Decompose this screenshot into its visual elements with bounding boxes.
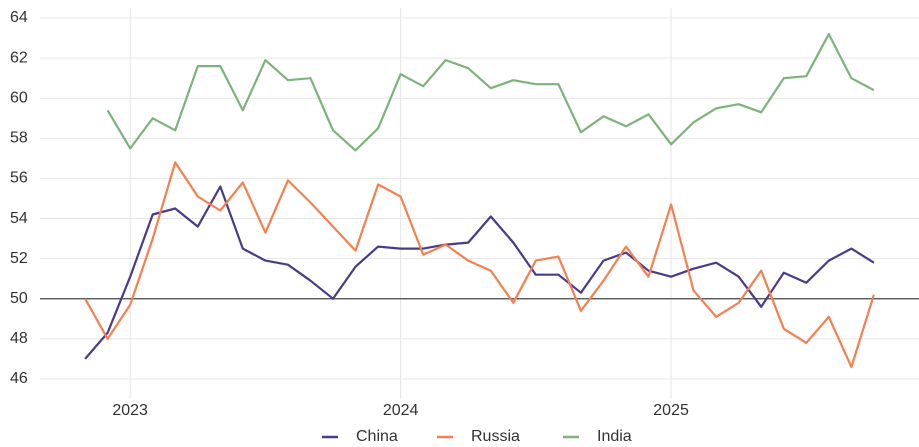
x-tick-label: 2023 [112,402,148,419]
y-tick-label: 62 [10,49,28,66]
y-tick-label: 58 [10,130,28,147]
series-line [106,33,875,152]
series-line [84,161,875,368]
series-line [84,185,875,360]
y-tick-label: 46 [10,370,28,387]
y-tick-label: 48 [10,330,28,347]
y-tick-label: 54 [10,210,28,227]
y-tick-label: 52 [10,250,28,267]
y-tick-label: 64 [10,9,28,26]
legend-label: Russia [471,428,520,445]
legend-label: China [356,428,398,445]
legend-label: India [597,428,632,445]
y-tick-label: 60 [10,89,28,106]
x-tick-label: 2024 [383,402,419,419]
y-tick-label: 50 [10,290,28,307]
x-tick-label: 2025 [653,402,689,419]
y-tick-label: 56 [10,170,28,187]
